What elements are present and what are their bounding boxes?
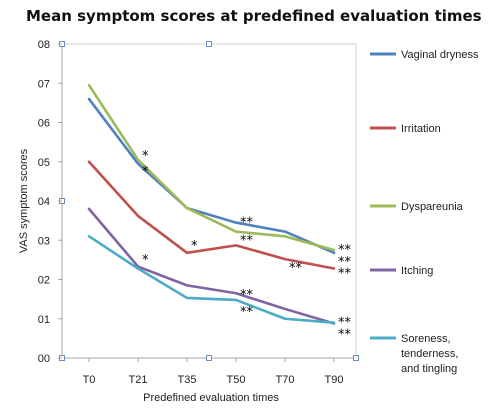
y-axis-label: VAS symptom scores [18,148,30,253]
axes-layer: 00 01 02 03 04 05 06 07 08 T0 T21 T35 T50 T70 T90 [38,39,359,386]
resize-handle [353,355,359,361]
x-axis-label: Predefined evaluation times [143,392,279,404]
x-tick-label: T90 [325,374,344,386]
y-tick-label: 08 [38,39,50,51]
series-line [87,83,336,252]
significance-marker: ** [338,243,352,258]
significance-marker: ** [338,315,352,330]
chart-title: Mean symptom scores at predefined evalua… [26,7,482,25]
significance-marker: ** [338,327,352,342]
significance-marker: ** [338,267,352,282]
series-line [87,207,336,325]
significance-marker: ** [240,216,254,231]
y-tick-label: 03 [38,235,50,247]
series-line [87,97,336,255]
series-line [87,235,336,324]
significance-marker: ** [289,261,303,276]
y-tick-label: 07 [38,78,50,90]
y-tick-label: 01 [38,314,50,326]
resize-handle [206,41,212,47]
x-tick-label: T0 [83,374,96,386]
significance-marker: * [142,165,149,180]
x-tick-label: T35 [178,374,197,386]
x-tick-label: T50 [227,374,246,386]
legend-label: Irritation [401,123,441,135]
series-layer [87,83,336,325]
legend-label: Dyspareunia [401,201,464,213]
y-tick-label: 02 [38,275,50,287]
series-line [87,160,336,270]
significance-marker: * [142,149,149,164]
significance-marker: ** [338,255,352,270]
resize-handle [206,355,212,361]
legend-label: Vaginal dryness [401,49,479,61]
significance-marker: ** [240,233,254,248]
significance-marker: ** [240,288,254,303]
legend-label: Itching [401,265,433,277]
significance-marker: * [142,253,149,268]
legend-label: Soreness, [401,333,451,345]
legend-label: tenderness, [401,348,458,360]
significance-marker: * [191,239,198,254]
legend: Vaginal dryness Irritation Dyspareunia Itch… [370,49,479,375]
annotation-layer: ************************ [142,149,352,343]
y-tick-label: 05 [38,157,50,169]
x-tick-label: T21 [129,374,148,386]
significance-marker: ** [240,305,254,320]
y-tick-label: 00 [38,353,50,365]
legend-label: and tingling [401,363,457,375]
y-tick-label: 04 [38,196,50,208]
x-tick-label: T70 [276,374,295,386]
y-tick-label: 06 [38,118,50,130]
